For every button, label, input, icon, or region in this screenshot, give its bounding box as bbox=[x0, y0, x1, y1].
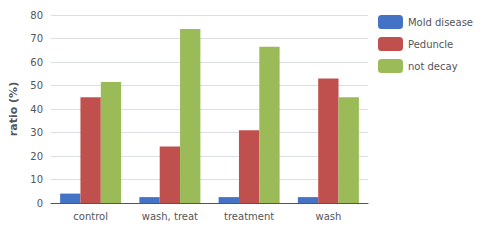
svg-text:treatment: treatment bbox=[224, 211, 274, 222]
svg-text:Peduncle: Peduncle bbox=[408, 39, 453, 50]
svg-text:50: 50 bbox=[30, 80, 43, 91]
svg-text:Mold disease: Mold disease bbox=[408, 17, 473, 28]
svg-text:20: 20 bbox=[30, 151, 43, 162]
svg-text:60: 60 bbox=[30, 57, 43, 68]
svg-text:not decay: not decay bbox=[408, 61, 458, 72]
svg-text:0: 0 bbox=[37, 198, 43, 209]
svg-text:ratio (%): ratio (%) bbox=[7, 82, 20, 136]
svg-text:control: control bbox=[73, 211, 108, 222]
svg-text:10: 10 bbox=[30, 174, 43, 185]
svg-text:40: 40 bbox=[30, 104, 43, 115]
svg-text:30: 30 bbox=[30, 127, 43, 138]
svg-text:wash, treat: wash, treat bbox=[142, 211, 198, 222]
svg-text:70: 70 bbox=[30, 33, 43, 44]
svg-text:wash: wash bbox=[315, 211, 341, 222]
svg-text:80: 80 bbox=[30, 10, 43, 21]
